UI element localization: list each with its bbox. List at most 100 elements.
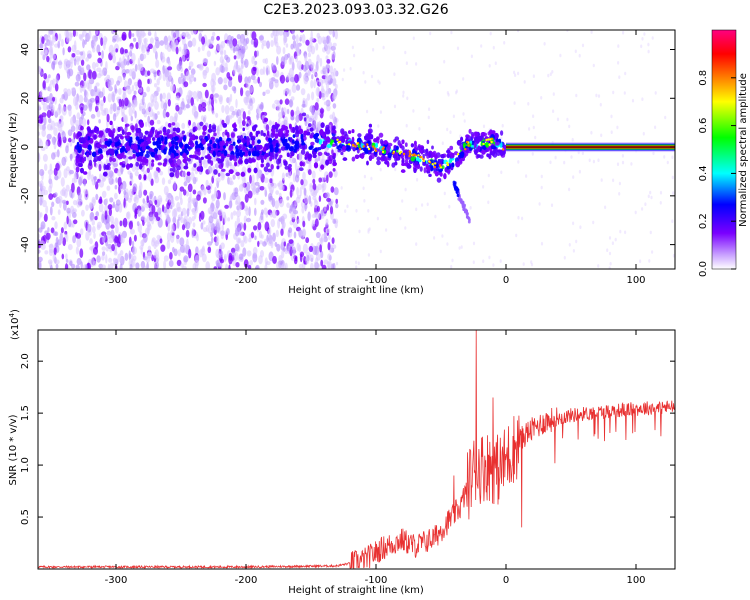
heatmap-noise-cell bbox=[75, 232, 78, 237]
heatmap-noise-cell bbox=[272, 30, 278, 37]
heatmap-noise-cell bbox=[38, 249, 41, 254]
heatmap-noise-cell bbox=[243, 96, 248, 104]
heatmap-noise-cell bbox=[205, 179, 209, 187]
heatmap-trace-cell bbox=[124, 135, 129, 139]
heatmap-noise-cell bbox=[641, 37, 644, 41]
heatmap-noise-cell bbox=[196, 233, 199, 242]
heatmap-noise-cell bbox=[452, 114, 455, 119]
heatmap-noise-cell bbox=[72, 200, 78, 206]
heatmap-noise-cell bbox=[201, 102, 207, 108]
heatmap-noise-cell bbox=[293, 246, 296, 256]
heatmap-noise-cell bbox=[71, 87, 76, 92]
heatmap-noise-cell bbox=[295, 42, 300, 52]
heatmap-noise-cell bbox=[113, 251, 118, 256]
heatmap-noise-cell bbox=[186, 174, 191, 184]
heatmap-hot-cell bbox=[356, 142, 359, 145]
heatmap-noise-cell bbox=[131, 68, 136, 78]
heatmap-trace-cell bbox=[263, 166, 269, 172]
heatmap-noise-cell bbox=[517, 71, 520, 76]
snr-series-line bbox=[38, 330, 675, 569]
heatmap-trace-cell bbox=[481, 149, 486, 155]
heatmap-trace-cell bbox=[167, 123, 172, 128]
heatmap-noise-cell bbox=[284, 31, 288, 37]
heatmap-noise-cell bbox=[112, 102, 117, 113]
heatmap-noise-cell bbox=[72, 235, 76, 244]
heatmap-noise-cell bbox=[115, 177, 118, 183]
heatmap-noise-cell bbox=[263, 177, 269, 184]
heatmap-noise-cell bbox=[44, 42, 47, 48]
heatmap-noise-cell bbox=[238, 116, 242, 124]
heatmap-trace-cell bbox=[249, 131, 253, 138]
heatmap-noise-cell bbox=[296, 106, 300, 115]
heatmap-noise-cell bbox=[405, 61, 408, 65]
heatmap-noise-cell bbox=[415, 62, 418, 66]
heatmap-noise-cell bbox=[304, 202, 307, 212]
heatmap-trace-cell bbox=[300, 149, 306, 155]
heatmap-noise-cell bbox=[367, 253, 370, 257]
heatmap-trace-cell bbox=[213, 169, 218, 175]
heatmap-noise-cell bbox=[108, 257, 113, 263]
heatmap-noise-cell bbox=[463, 119, 466, 123]
heatmap-trace-cell bbox=[239, 152, 244, 158]
heatmap-noise-cell bbox=[219, 258, 224, 264]
heatmap-noise-cell bbox=[224, 204, 230, 209]
heatmap-noise-cell bbox=[74, 97, 79, 106]
heatmap-noise-cell bbox=[216, 259, 220, 268]
heatmap-noise-cell bbox=[75, 74, 81, 82]
heatmap-noise-cell bbox=[649, 190, 652, 195]
heatmap-noise-cell bbox=[334, 30, 338, 40]
heatmap-noise-cell bbox=[169, 115, 174, 124]
heatmap-noise-cell bbox=[107, 93, 113, 103]
heatmap-noise-cell bbox=[379, 110, 382, 114]
heatmap-trace-cell bbox=[474, 149, 478, 155]
heatmap-trace-cell bbox=[79, 163, 83, 167]
heatmap-trace-cell bbox=[494, 132, 499, 139]
heatmap-noise-cell bbox=[257, 76, 261, 84]
heatmap-trace-cell bbox=[364, 135, 368, 140]
heatmap-noise-cell bbox=[101, 50, 104, 60]
heatmap-noise-cell bbox=[297, 219, 301, 224]
heatmap-trace-cell bbox=[301, 142, 306, 146]
heatmap-noise-cell bbox=[178, 77, 183, 85]
heatmap-trace-cell bbox=[285, 129, 290, 134]
heatmap-noise-cell bbox=[651, 36, 654, 40]
heatmap-noise-cell bbox=[109, 197, 114, 203]
heatmap-noise-cell bbox=[48, 102, 54, 110]
heatmap-noise-cell bbox=[158, 71, 162, 81]
heatmap-trace-cell bbox=[434, 154, 438, 160]
heatmap-trace-cell bbox=[225, 172, 231, 177]
heatmap-trace-cell bbox=[135, 161, 140, 167]
heatmap-noise-cell bbox=[455, 89, 458, 93]
heatmap-noise-cell bbox=[313, 68, 317, 76]
heatmap-trace-cell bbox=[406, 164, 412, 169]
heatmap-noise-cell bbox=[178, 46, 182, 52]
heatmap-trace-cell bbox=[119, 147, 123, 154]
heatmap-noise-cell bbox=[252, 252, 258, 263]
heatmap-noise-cell bbox=[101, 254, 105, 261]
heatmap-noise-cell bbox=[75, 246, 79, 255]
heatmap-noise-cell bbox=[609, 261, 612, 266]
heatmap-noise-cell bbox=[268, 78, 273, 84]
heatmap-noise-cell bbox=[301, 206, 305, 214]
heatmap-trace-cell bbox=[474, 131, 479, 137]
heatmap-trace-cell bbox=[126, 163, 130, 170]
heatmap-noise-cell bbox=[79, 51, 84, 56]
heatmap-noise-cell bbox=[107, 243, 112, 250]
heatmap-trace-cell bbox=[126, 131, 132, 136]
heatmap-noise-cell bbox=[624, 230, 627, 235]
heatmap-noise-cell bbox=[302, 64, 307, 72]
heatmap-noise-cell bbox=[69, 32, 75, 38]
heatmap-trace-cell bbox=[128, 156, 134, 160]
heatmap-noise-cell bbox=[256, 106, 260, 115]
heatmap-noise-cell bbox=[91, 61, 97, 70]
heatmap-noise-cell bbox=[66, 215, 69, 225]
heatmap-trace-cell bbox=[307, 123, 312, 128]
heatmap-noise-cell bbox=[47, 169, 54, 175]
heatmap-trace-cell bbox=[489, 129, 493, 135]
heatmap-noise-cell bbox=[217, 172, 221, 177]
heatmap-noise-cell bbox=[111, 244, 115, 252]
heatmap-noise-cell bbox=[238, 253, 244, 260]
heatmap-noise-cell bbox=[332, 103, 337, 109]
heatmap-noise-cell bbox=[38, 139, 44, 149]
heatmap-noise-cell bbox=[45, 34, 49, 40]
